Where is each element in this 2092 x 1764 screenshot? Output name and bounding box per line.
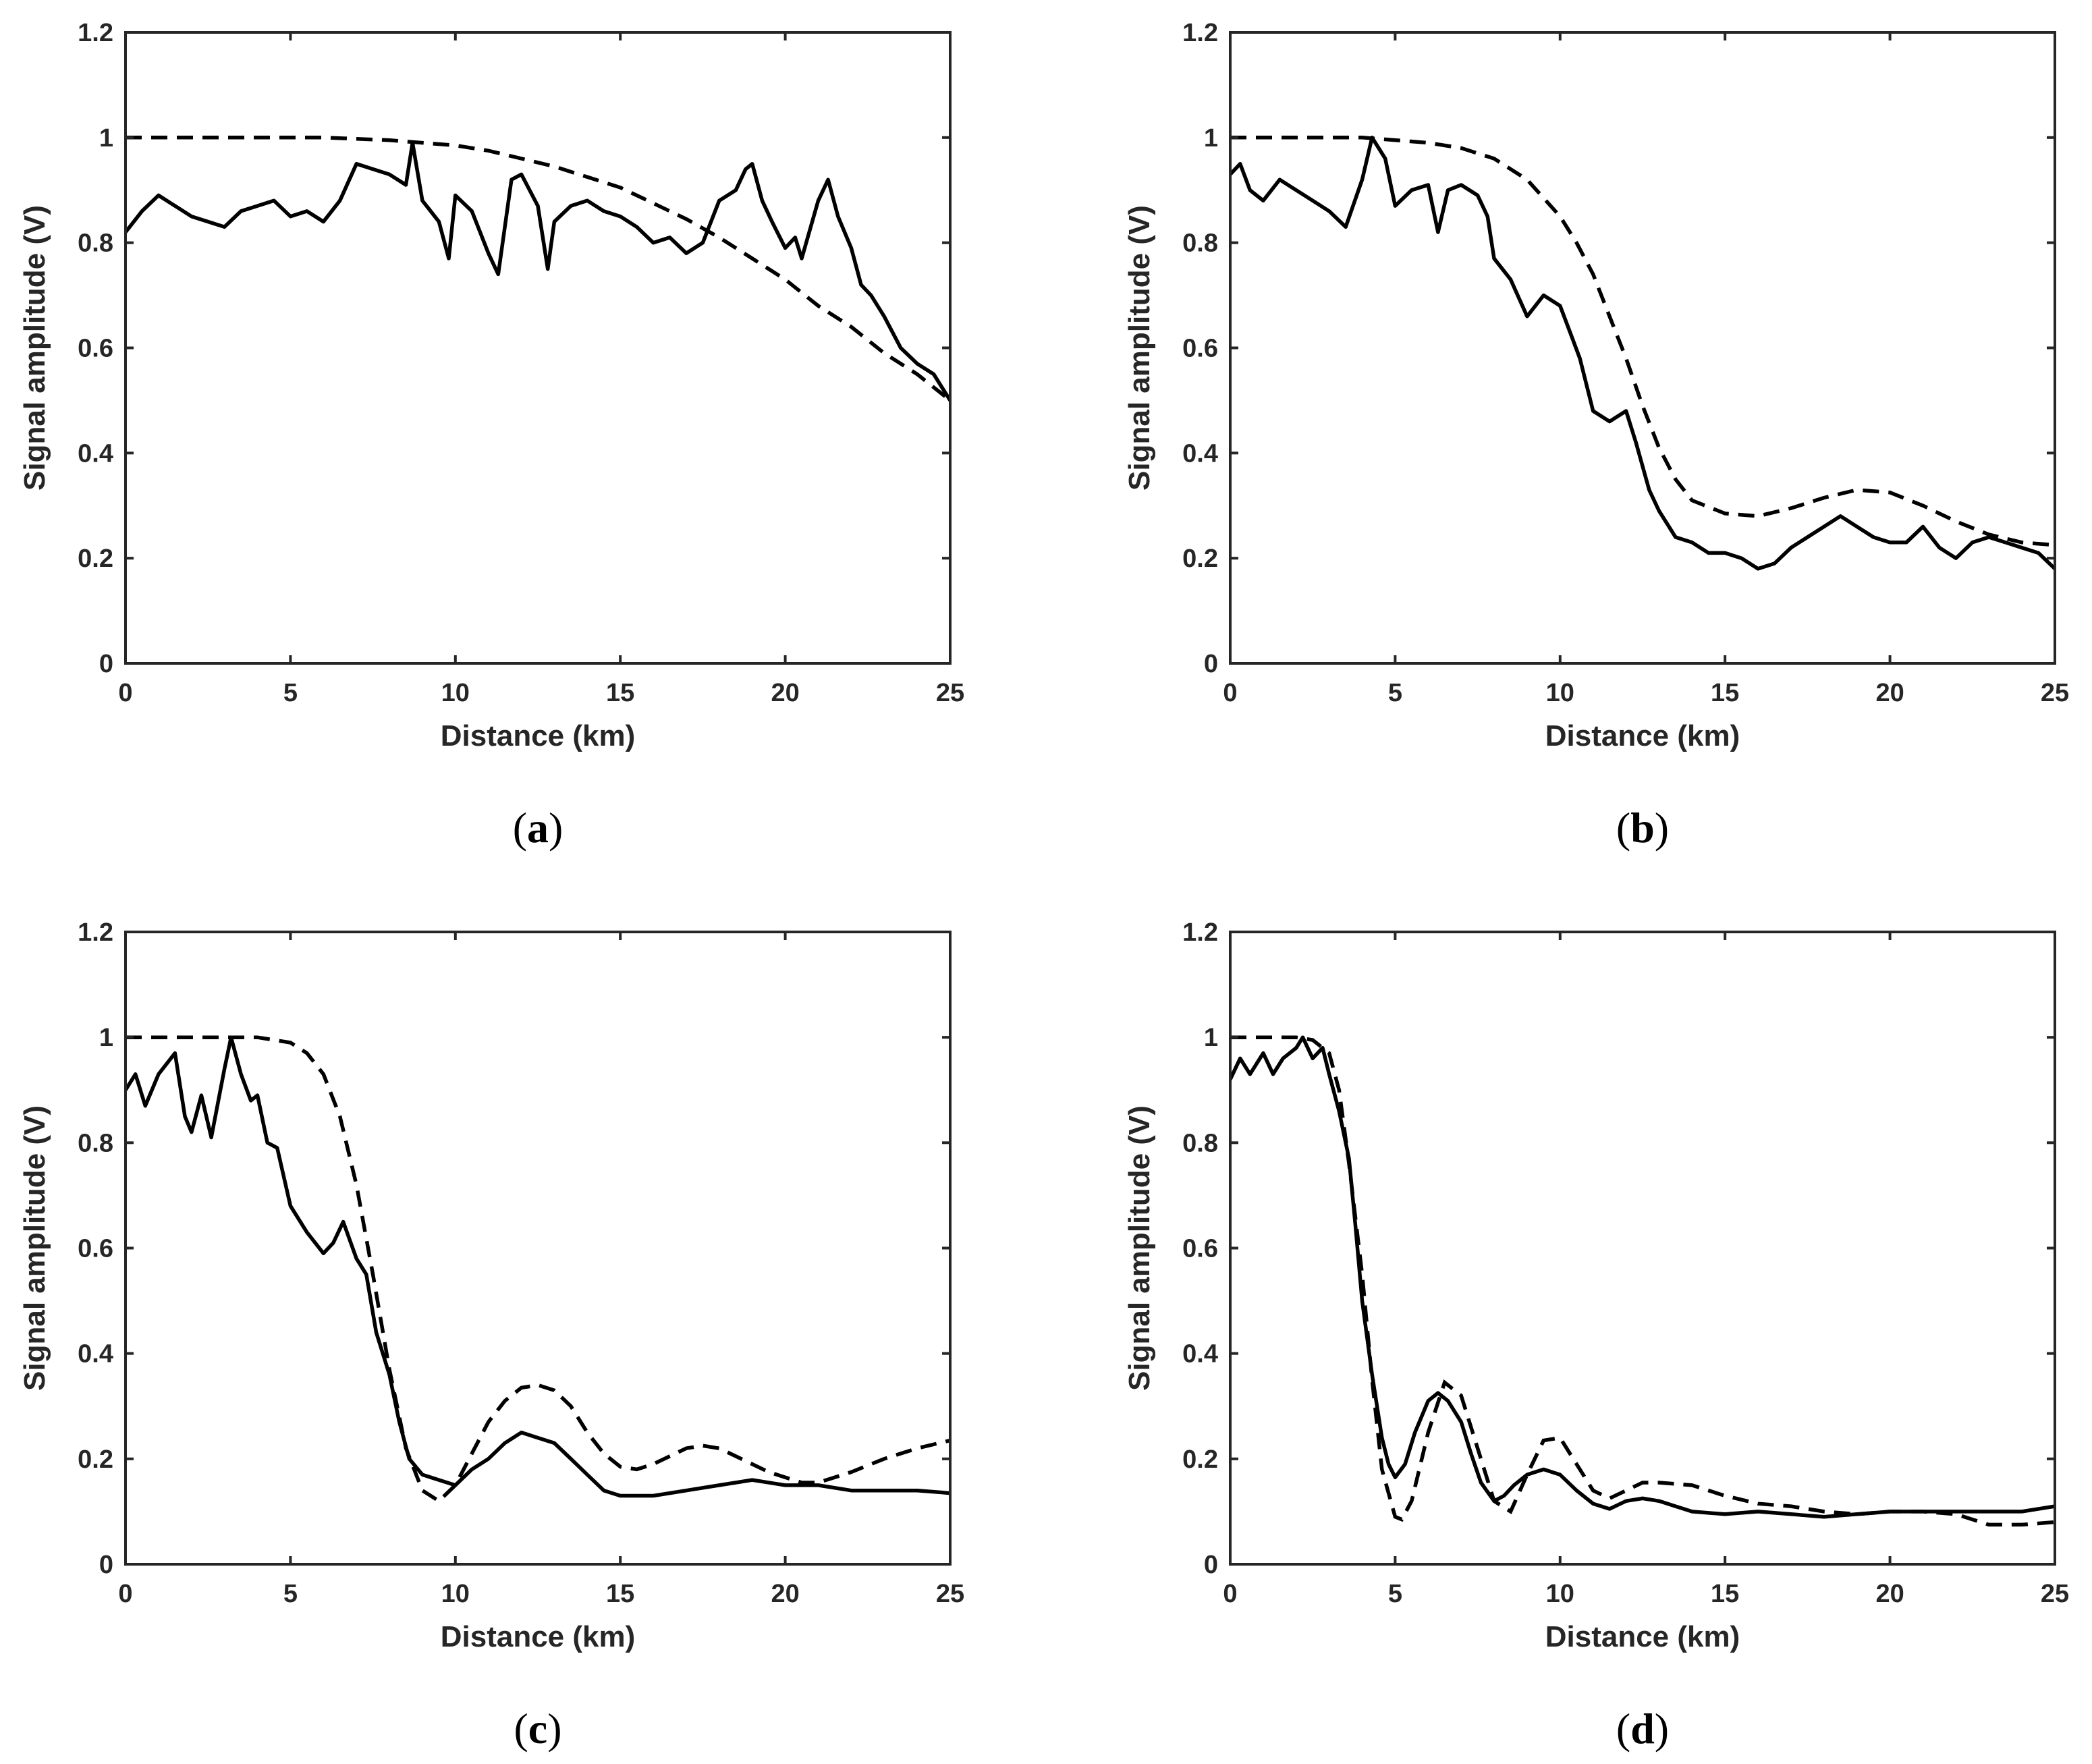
y-axis-label-d: Signal amplitude (V) bbox=[1123, 1105, 1156, 1391]
y-tick-label-c: 0.2 bbox=[78, 1445, 113, 1474]
x-tick-label-d: 10 bbox=[1546, 1580, 1574, 1608]
x-tick-label-d: 25 bbox=[2041, 1580, 2069, 1608]
series-measured-line-c bbox=[126, 1035, 950, 1498]
panel-letter-c: c bbox=[528, 1705, 547, 1753]
series-measured-line-d bbox=[1230, 1035, 2055, 1519]
series-group-c bbox=[126, 1035, 950, 1504]
x-tick-label-d: 20 bbox=[1875, 1580, 1904, 1608]
x-tick-label-d: 0 bbox=[1223, 1580, 1237, 1608]
y-tick-label-c: 0 bbox=[99, 1551, 113, 1579]
series-simulated-line-b bbox=[1230, 136, 2055, 547]
x-tick-label-c: 15 bbox=[606, 1580, 634, 1608]
axes-frame-b bbox=[1229, 31, 2056, 665]
series-simulated-line-c bbox=[126, 1035, 950, 1504]
panel-caption-b: (b) bbox=[1616, 804, 1669, 852]
x-tick-label-d: 15 bbox=[1711, 1580, 1739, 1608]
panel-letter-a: a bbox=[527, 804, 549, 852]
x-axis-label-d: Distance (km) bbox=[1545, 1620, 1740, 1653]
axes-frame-c bbox=[124, 931, 952, 1566]
x-tick-label-b: 25 bbox=[2041, 679, 2069, 707]
x-tick-label-a: 25 bbox=[936, 679, 964, 707]
x-tick-label-a: 15 bbox=[606, 679, 634, 707]
y-axis-label-a: Signal amplitude (V) bbox=[18, 205, 51, 491]
y-tick-label-b: 1.2 bbox=[1182, 19, 1218, 47]
series-simulated-line-a bbox=[126, 136, 950, 402]
y-tick-label-b: 0.4 bbox=[1182, 439, 1218, 468]
panel-b: 0 5 10 15 20 25 0 0.2 0.4 0.6 0.8 1 1.2 Distance (km)… bbox=[1123, 19, 2069, 852]
y-tick-label-d: 1.2 bbox=[1182, 918, 1218, 947]
x-tick-label-a: 5 bbox=[283, 679, 298, 707]
x-tick-label-c: 0 bbox=[118, 1580, 132, 1608]
y-tick-label-c: 0.4 bbox=[78, 1340, 113, 1369]
y-tick-label-d: 0.2 bbox=[1182, 1445, 1218, 1474]
series-simulated-line-d bbox=[1230, 1035, 2055, 1527]
y-tick-label-d: 0 bbox=[1204, 1551, 1218, 1579]
x-tick-label-b: 0 bbox=[1223, 679, 1237, 707]
panel-caption-a: (a) bbox=[513, 804, 563, 852]
x-tick-label-b: 10 bbox=[1546, 679, 1574, 707]
y-tick-label-d: 0.6 bbox=[1182, 1235, 1218, 1263]
panel-caption-c: (c) bbox=[514, 1705, 561, 1753]
y-tick-label-a: 0 bbox=[99, 650, 113, 678]
panel-a: 0 5 10 15 20 25 0 0.2 0.4 0.6 0.8 1 1.2 Distance (km)… bbox=[18, 19, 964, 852]
y-tick-label-a: 0.2 bbox=[78, 545, 113, 573]
y-tick-label-a: 0.8 bbox=[78, 229, 113, 258]
y-tick-label-b: 0.8 bbox=[1182, 229, 1218, 258]
panel-c: 0 5 10 15 20 25 0 0.2 0.4 0.6 0.8 1 1.2 Distance (km)… bbox=[18, 918, 964, 1753]
x-tick-label-b: 20 bbox=[1875, 679, 1904, 707]
y-tick-label-b: 0.6 bbox=[1182, 335, 1218, 363]
axes-frame-a bbox=[124, 31, 952, 665]
y-tick-label-c: 0.6 bbox=[78, 1235, 113, 1263]
series-group-b bbox=[1230, 136, 2055, 571]
panel-caption-d: (d) bbox=[1616, 1705, 1669, 1753]
x-tick-label-a: 10 bbox=[441, 679, 470, 707]
x-tick-label-a: 0 bbox=[118, 679, 132, 707]
y-tick-label-c: 1.2 bbox=[78, 918, 113, 947]
x-tick-label-a: 20 bbox=[771, 679, 799, 707]
series-measured-line-a bbox=[126, 140, 950, 402]
y-tick-label-b: 0 bbox=[1204, 650, 1218, 678]
x-tick-label-c: 5 bbox=[283, 1580, 298, 1608]
y-tick-label-c: 1 bbox=[99, 1024, 113, 1052]
y-tick-label-c: 0.8 bbox=[78, 1129, 113, 1157]
panel-letter-b: b bbox=[1630, 804, 1655, 852]
x-tick-label-c: 20 bbox=[771, 1580, 799, 1608]
series-measured-line-b bbox=[1230, 136, 2055, 571]
axes-frame-d bbox=[1229, 931, 2056, 1566]
y-axis-label-b: Signal amplitude (V) bbox=[1123, 205, 1156, 491]
y-tick-label-a: 1.2 bbox=[78, 19, 113, 47]
series-group-d bbox=[1230, 1035, 2055, 1527]
panel-letter-d: d bbox=[1630, 1705, 1655, 1753]
x-tick-label-b: 15 bbox=[1711, 679, 1739, 707]
x-axis-label-c: Distance (km) bbox=[441, 1620, 636, 1653]
y-tick-label-d: 1 bbox=[1204, 1024, 1218, 1052]
y-tick-label-a: 0.6 bbox=[78, 335, 113, 363]
x-axis-label-a: Distance (km) bbox=[441, 719, 636, 752]
y-tick-label-a: 1 bbox=[99, 124, 113, 153]
y-axis-label-c: Signal amplitude (V) bbox=[18, 1105, 51, 1391]
x-tick-label-d: 5 bbox=[1388, 1580, 1402, 1608]
x-tick-label-c: 10 bbox=[441, 1580, 470, 1608]
y-tick-label-b: 1 bbox=[1204, 124, 1218, 153]
y-tick-label-d: 0.8 bbox=[1182, 1129, 1218, 1157]
x-tick-label-b: 5 bbox=[1388, 679, 1402, 707]
series-group-a bbox=[126, 136, 950, 402]
x-tick-label-c: 25 bbox=[936, 1580, 964, 1608]
y-tick-label-a: 0.4 bbox=[78, 439, 113, 468]
y-tick-label-d: 0.4 bbox=[1182, 1340, 1218, 1369]
x-axis-label-b: Distance (km) bbox=[1545, 719, 1740, 752]
panel-d: 0 5 10 15 20 25 0 0.2 0.4 0.6 0.8 1 1.2 Distance (km)… bbox=[1123, 918, 2069, 1753]
y-tick-label-b: 0.2 bbox=[1182, 545, 1218, 573]
